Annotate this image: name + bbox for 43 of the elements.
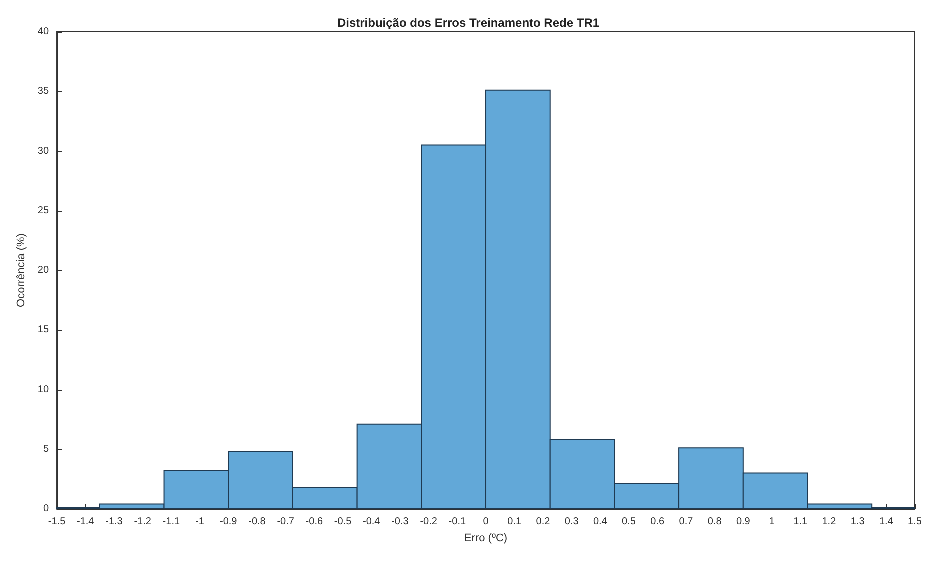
y-tick-label: 30 [38, 146, 50, 157]
y-tick-label: 15 [38, 324, 50, 336]
chart-title: Distribuição dos Erros Treinamento Rede TR1 [337, 16, 600, 30]
y-tick-label: 10 [38, 384, 50, 396]
y-tick-label: 5 [43, 444, 50, 455]
x-tick-label: -0.3 [392, 516, 410, 528]
y-tick-label: 25 [38, 205, 50, 216]
x-tick-label: -0.4 [362, 516, 381, 528]
x-tick-label: 1.4 [879, 516, 894, 528]
x-tick-label: 0.3 [564, 516, 580, 528]
x-tick-label: -1 [196, 516, 205, 528]
x-tick-label: -1.5 [48, 516, 66, 528]
x-tick-label: -0.2 [420, 516, 438, 528]
x-tick-label: -1.2 [134, 516, 152, 528]
x-tick-label: 1.5 [908, 516, 922, 528]
x-tick-label: 0.6 [650, 516, 665, 528]
y-tick-label: 0 [43, 504, 50, 514]
x-tick-label: -0.5 [334, 516, 352, 528]
x-tick-label: 1.1 [794, 516, 808, 528]
x-tick-label: 0.2 [536, 516, 551, 528]
y-axis-title: Ocorrência (%) [16, 234, 28, 308]
x-tick-label: 0.8 [708, 516, 722, 528]
x-tick-label: -0.1 [448, 516, 466, 528]
x-tick-label: -1.4 [77, 516, 95, 528]
x-tick-label: 0 [483, 516, 490, 528]
y-tick-label: 20 [38, 265, 50, 276]
x-tick-label: 1.2 [822, 516, 837, 528]
y-tick-label: 35 [38, 86, 50, 98]
x-tick-label: 0.9 [736, 516, 751, 528]
x-tick-label: -0.9 [220, 516, 238, 528]
x-axis-title: Erro (ºC) [464, 532, 508, 544]
x-tick-label: 0.5 [622, 516, 636, 528]
x-tick-label: -1.1 [162, 516, 180, 528]
x-tick-label: -1.3 [106, 516, 124, 528]
x-tick-label: -0.8 [248, 516, 266, 528]
x-tick-label: -0.6 [306, 516, 324, 528]
x-tick-label: 1 [769, 516, 776, 528]
x-tick-label: 0.1 [508, 516, 522, 528]
y-tick-label: 40 [38, 26, 50, 38]
x-tick-label: -0.7 [277, 516, 295, 528]
x-tick-label: 0.7 [679, 516, 694, 528]
x-tick-label: 0.4 [593, 516, 608, 528]
x-tick-label: 1.3 [850, 516, 866, 528]
